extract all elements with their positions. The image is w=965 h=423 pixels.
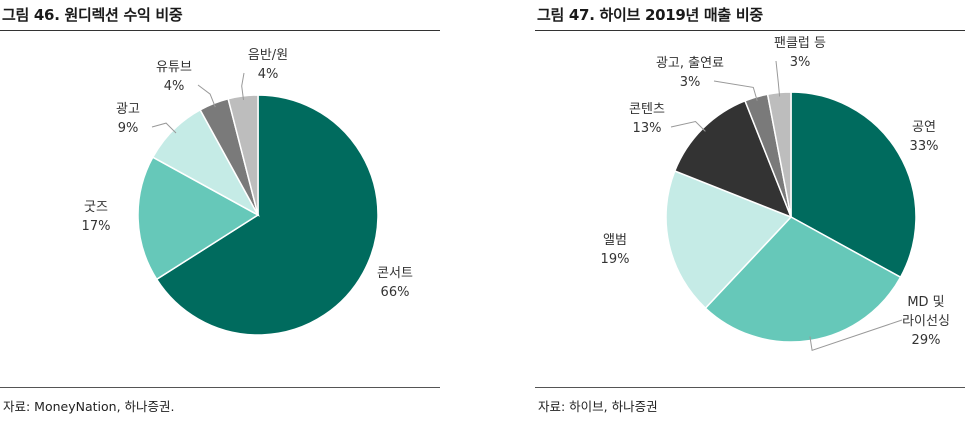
slice-label-4: 광고, 출연료 3%: [656, 56, 724, 90]
figure-46-panel: 그림 46. 원디렉션 수익 비중 콘서트 66% 굿즈 17% 광고 9% 유튜브 4% 음반…: [0, 0, 440, 423]
pie-slice-0: [155, 94, 379, 336]
figure-47-pie-chart: 공연 33% MD 및 라이선싱 29% 앨범 19% 콘텐츠 13% 광고, 출연료 3% 팬클럽 …: [601, 36, 950, 351]
slice-label-3: 유튜브 4%: [156, 60, 192, 94]
slice-label-0: 콘서트 66%: [377, 266, 413, 300]
slice-label-0: 공연 33%: [910, 120, 939, 154]
pie-slice-0: [790, 91, 917, 279]
figure-47-bottom-rule: [535, 387, 965, 388]
figure-47-source: 자료: 하이브, 하나증권: [538, 399, 658, 414]
leader-line-5: [775, 60, 781, 97]
figure-47-panel: 그림 47. 하이브 2019년 매출 비중 공연 33% MD 및 라이선싱 29% 앨…: [535, 0, 965, 423]
leader-line-4: [241, 72, 245, 100]
slice-label-1: 굿즈 17%: [82, 200, 111, 234]
leader-line-3: [197, 84, 216, 108]
slice-label-2: 광고 9%: [116, 102, 140, 136]
slice-label-3: 콘텐츠 13%: [629, 102, 665, 136]
figure-46-pie-chart: 콘서트 66% 굿즈 17% 광고 9% 유튜브 4% 음반/원 4%: [82, 48, 413, 336]
slice-label-5: 팬클럽 등 3%: [774, 36, 826, 70]
leader-line-2: [151, 122, 177, 134]
figure-47-title: 그림 47. 하이브 2019년 매출 비중: [537, 6, 763, 24]
figure-46-bottom-rule: [0, 387, 440, 388]
leader-line-1: [809, 319, 903, 351]
figure-47-top-rule: [535, 30, 965, 31]
leader-line-4: [713, 80, 758, 101]
figure-46-source: 자료: MoneyNation, 하나증권.: [3, 399, 175, 414]
leader-line-3: [670, 120, 706, 132]
figure-46-top-rule: [0, 30, 440, 31]
slice-label-4: 음반/원 4%: [248, 48, 288, 82]
slice-label-2: 앨범 19%: [601, 233, 630, 267]
pie-slice-1: [137, 156, 260, 281]
figure-46-title: 그림 46. 원디렉션 수익 비중: [2, 6, 183, 24]
slice-label-1: MD 및 라이선싱 29%: [902, 295, 950, 348]
